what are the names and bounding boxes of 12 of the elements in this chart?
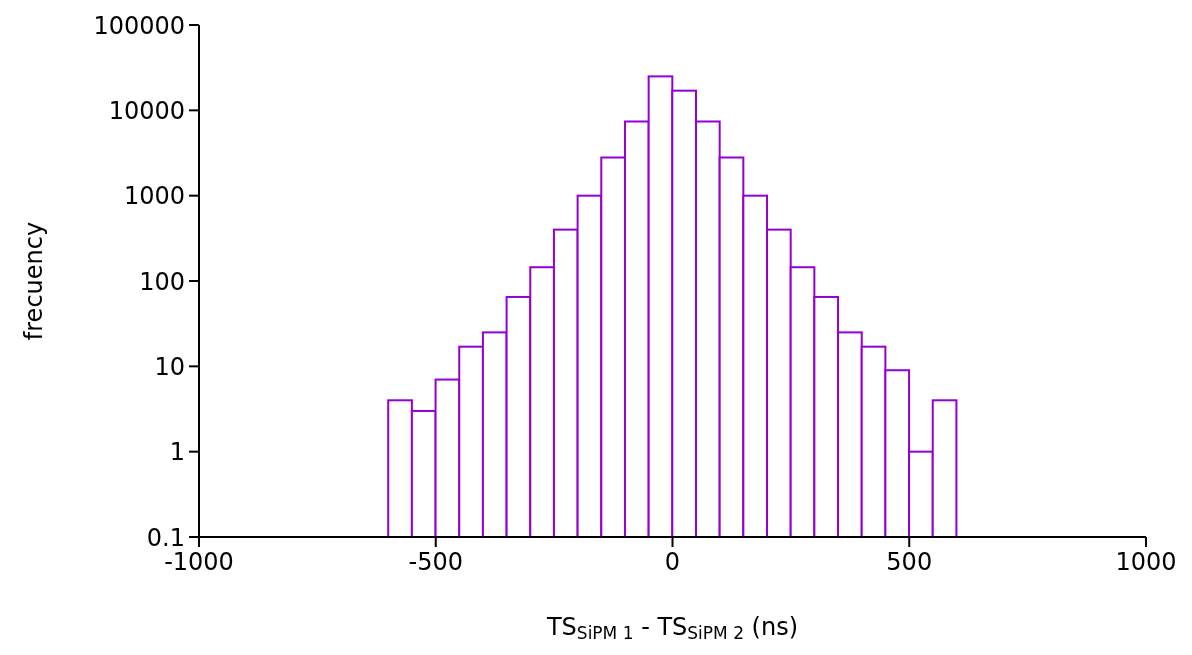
y-tick-label: 100000 — [93, 11, 185, 40]
y-tick-label: 10 — [154, 352, 185, 381]
x-tick-label: 500 — [886, 548, 933, 577]
y-tick-label: 1000 — [123, 182, 185, 211]
x-axis-title: TS$_{SiPM 1}$ - TS$_{SiPM 2}$ (ns) — [545, 613, 799, 644]
x-tick-label: -500 — [408, 548, 463, 577]
y-tick-label: 100 — [139, 267, 185, 296]
y-axis-title: frecuency — [20, 221, 48, 341]
y-tick-label: 1 — [169, 438, 185, 467]
x-tick-label: 1000 — [1115, 548, 1177, 577]
x-tick-label: 0 — [664, 548, 681, 577]
y-tick-label: 10000 — [108, 96, 185, 125]
